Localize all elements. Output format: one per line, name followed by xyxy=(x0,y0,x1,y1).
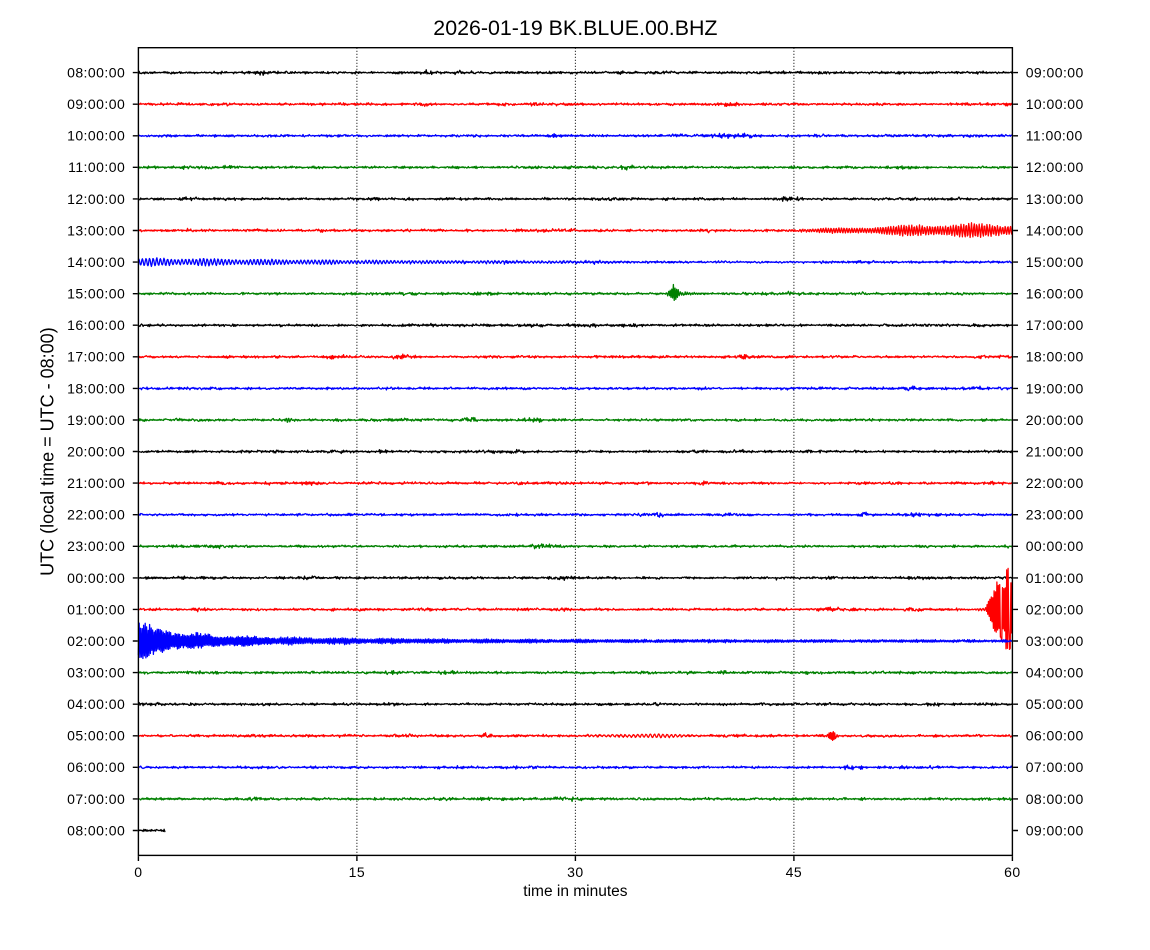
svg-text:16:00:00: 16:00:00 xyxy=(67,317,125,333)
svg-text:14:00:00: 14:00:00 xyxy=(67,254,125,270)
svg-text:13:00:00: 13:00:00 xyxy=(67,222,125,238)
svg-text:21:00:00: 21:00:00 xyxy=(67,475,125,491)
svg-text:05:00:00: 05:00:00 xyxy=(1026,696,1084,712)
svg-text:23:00:00: 23:00:00 xyxy=(1026,507,1084,523)
svg-text:02:00:00: 02:00:00 xyxy=(1026,601,1084,617)
svg-text:09:00:00: 09:00:00 xyxy=(1026,822,1084,838)
svg-text:15:00:00: 15:00:00 xyxy=(67,286,125,302)
svg-text:05:00:00: 05:00:00 xyxy=(67,728,125,744)
svg-text:09:00:00: 09:00:00 xyxy=(67,96,125,112)
svg-text:21:00:00: 21:00:00 xyxy=(1026,443,1084,459)
svg-text:01:00:00: 01:00:00 xyxy=(67,601,125,617)
svg-text:18:00:00: 18:00:00 xyxy=(67,380,125,396)
svg-text:01:00:00: 01:00:00 xyxy=(1026,570,1084,586)
svg-text:14:00:00: 14:00:00 xyxy=(1026,222,1084,238)
svg-text:03:00:00: 03:00:00 xyxy=(1026,633,1084,649)
svg-text:06:00:00: 06:00:00 xyxy=(1026,728,1084,744)
svg-text:19:00:00: 19:00:00 xyxy=(1026,380,1084,396)
svg-text:60: 60 xyxy=(1004,864,1020,880)
svg-text:15: 15 xyxy=(349,864,365,880)
svg-text:13:00:00: 13:00:00 xyxy=(1026,191,1084,207)
svg-text:22:00:00: 22:00:00 xyxy=(67,507,125,523)
svg-text:18:00:00: 18:00:00 xyxy=(1026,349,1084,365)
svg-text:time in minutes: time in minutes xyxy=(523,883,627,900)
svg-text:07:00:00: 07:00:00 xyxy=(1026,759,1084,775)
svg-text:04:00:00: 04:00:00 xyxy=(1026,665,1084,681)
svg-text:20:00:00: 20:00:00 xyxy=(1026,412,1084,428)
svg-text:08:00:00: 08:00:00 xyxy=(67,65,125,81)
svg-text:20:00:00: 20:00:00 xyxy=(67,443,125,459)
svg-text:02:00:00: 02:00:00 xyxy=(67,633,125,649)
svg-text:08:00:00: 08:00:00 xyxy=(67,822,125,838)
svg-text:00:00:00: 00:00:00 xyxy=(67,570,125,586)
svg-text:45: 45 xyxy=(786,864,802,880)
svg-text:11:00:00: 11:00:00 xyxy=(68,159,125,175)
svg-text:UTC (local time = UTC - 08:00): UTC (local time = UTC - 08:00) xyxy=(37,327,57,576)
svg-text:23:00:00: 23:00:00 xyxy=(67,538,125,554)
svg-text:0: 0 xyxy=(134,864,142,880)
svg-text:00:00:00: 00:00:00 xyxy=(1026,538,1084,554)
svg-text:06:00:00: 06:00:00 xyxy=(67,759,125,775)
svg-text:07:00:00: 07:00:00 xyxy=(67,791,125,807)
svg-text:12:00:00: 12:00:00 xyxy=(67,191,125,207)
svg-text:04:00:00: 04:00:00 xyxy=(67,696,125,712)
svg-text:03:00:00: 03:00:00 xyxy=(67,665,125,681)
svg-text:12:00:00: 12:00:00 xyxy=(1026,159,1084,175)
svg-text:19:00:00: 19:00:00 xyxy=(67,412,125,428)
svg-text:09:00:00: 09:00:00 xyxy=(1026,65,1084,81)
svg-text:08:00:00: 08:00:00 xyxy=(1026,791,1084,807)
svg-text:22:00:00: 22:00:00 xyxy=(1026,475,1084,491)
svg-text:11:00:00: 11:00:00 xyxy=(1026,128,1083,144)
svg-text:2026-01-19 BK.BLUE.00.BHZ: 2026-01-19 BK.BLUE.00.BHZ xyxy=(433,16,717,40)
svg-text:10:00:00: 10:00:00 xyxy=(67,128,125,144)
svg-text:17:00:00: 17:00:00 xyxy=(1026,317,1084,333)
svg-text:15:00:00: 15:00:00 xyxy=(1026,254,1084,270)
svg-text:17:00:00: 17:00:00 xyxy=(67,349,125,365)
svg-text:30: 30 xyxy=(567,864,583,880)
svg-text:16:00:00: 16:00:00 xyxy=(1026,286,1084,302)
svg-text:10:00:00: 10:00:00 xyxy=(1026,96,1084,112)
